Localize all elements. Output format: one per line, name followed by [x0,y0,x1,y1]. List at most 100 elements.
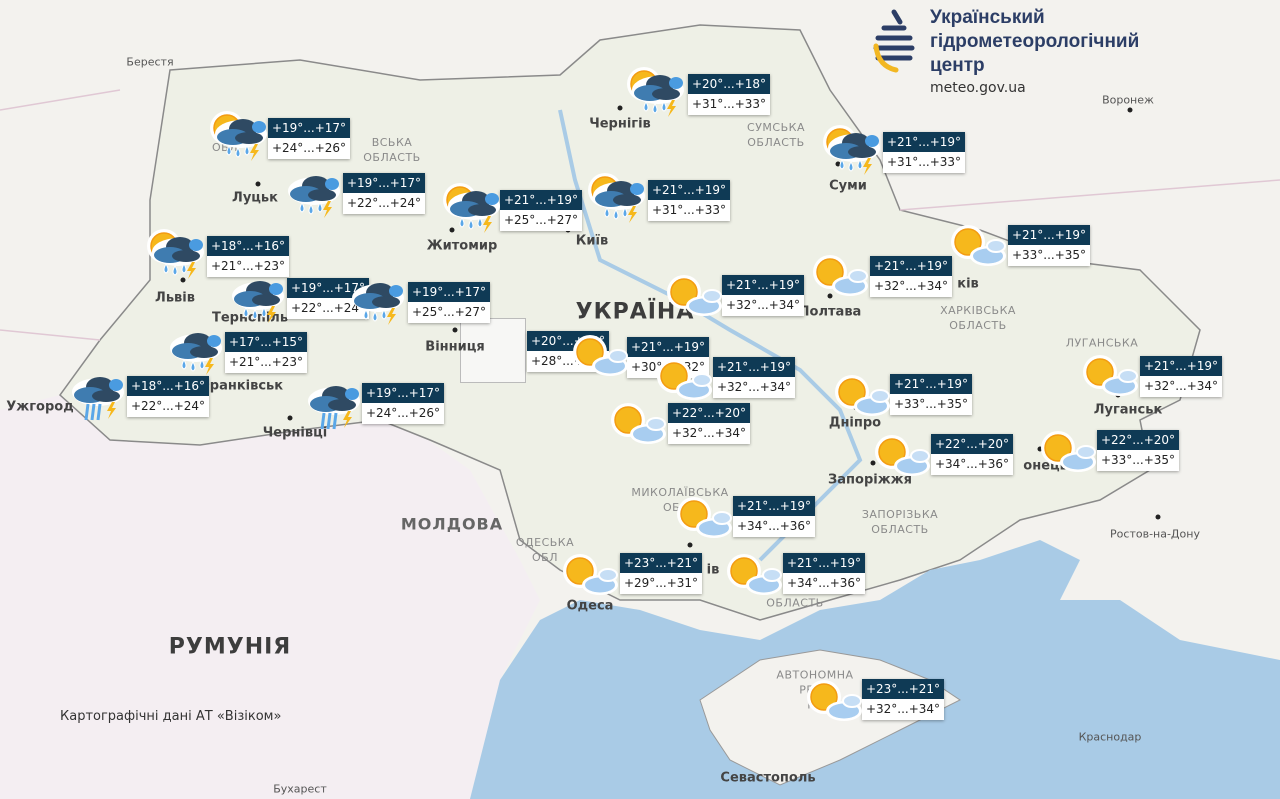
cloud-rain-thunder-icon[interactable] [160,322,224,378]
day-temperature: +29°...+31° [620,573,702,594]
forecast-label[interactable]: +21°...+19° +31°...+33° [883,132,965,173]
city-label[interactable]: Чернігів [589,116,651,132]
city-label[interactable]: Вінниця [425,339,485,355]
forecast-label[interactable]: +19°...+17° +24°...+26° [362,383,444,424]
night-temperature: +22°...+20° [1097,430,1179,450]
sun-cloud-icon[interactable] [802,677,866,733]
forecast-label[interactable]: +21°...+19° +34°...+36° [783,553,865,594]
city-label[interactable]: Львів [155,290,195,306]
night-temperature: +21°...+19° [627,337,709,357]
city-label[interactable]: Дніпро [828,415,882,431]
sun-cloud-icon[interactable] [558,551,622,607]
storm-cloud-icon [828,133,880,162]
forecast-label[interactable]: +19°...+17° +25°...+27° [408,282,490,323]
night-temperature: +21°...+19° [783,553,865,573]
sun-cloud-icon[interactable] [722,551,786,607]
city-label[interactable]: Суми [829,178,867,194]
forecast-label[interactable]: +17°...+15° +21°...+23° [225,332,307,373]
sun-cloud-icon[interactable] [1036,428,1100,484]
city-label[interactable]: Луцьк [232,190,278,206]
light-cloud-icon [970,239,1006,266]
city-label[interactable]: Київ [575,233,609,249]
cloud-heavy-rain-thunder-icon[interactable] [62,366,126,422]
logo-url[interactable]: meteo.gov.ua [930,80,1026,96]
day-temperature: +31°...+33° [883,152,965,173]
hydromet-logo[interactable]: Український гідрометеорологічний центр m… [870,6,1139,96]
sun-cloud-icon[interactable] [830,372,894,428]
forecast-label[interactable]: +23°...+21° +32°...+34° [862,679,944,720]
forecast-label[interactable]: +21°...+19° +34°...+36° [733,496,815,537]
sun-cloud-icon[interactable] [672,494,736,550]
city-label[interactable]: Франківськ [196,378,284,394]
sun-cloud-rain-thunder-icon[interactable] [142,226,206,282]
forecast-label[interactable]: +22°...+20° +32°...+34° [668,403,750,444]
sun-cloud-icon[interactable] [606,400,670,456]
rain-icon [226,144,250,158]
city-label[interactable]: ів [706,562,720,578]
storm-cloud-icon [170,333,222,362]
sun-cloud-icon[interactable] [662,272,726,328]
forecast-label[interactable]: +22°...+20° +34°...+36° [931,434,1013,475]
city-label[interactable]: Запоріжжя [828,472,912,488]
night-temperature: +21°...+19° [890,374,972,394]
night-temperature: +21°...+19° [713,357,795,377]
forecast-label[interactable]: +21°...+19° +33°...+35° [890,374,972,415]
sun-cloud-icon[interactable] [652,356,716,412]
city-label[interactable]: Луганськ [1093,402,1163,418]
country-label: МОЛДОВА [400,514,504,534]
storm-cloud-icon [72,377,124,406]
light-cloud-icon [582,568,618,595]
cloud-rain-thunder-icon[interactable] [222,270,286,326]
city-label[interactable]: Берестя [126,55,174,69]
forecast-label[interactable]: +21°...+19° +31°...+33° [648,180,730,221]
sun-cloud-icon[interactable] [946,222,1010,278]
city-label[interactable]: Воронеж [1102,93,1154,107]
city-label[interactable]: ків [957,276,979,292]
forecast-label[interactable]: +21°...+19° +32°...+34° [722,275,804,316]
forecast-label[interactable]: +18°...+16° +21°...+23° [207,236,289,277]
forecast-label[interactable]: +19°...+17° +24°...+26° [268,118,350,159]
city-label[interactable]: Житомир [426,238,498,254]
storm-cloud-icon [152,237,204,266]
city-label[interactable]: Одеса [566,598,614,614]
sun-cloud-icon[interactable] [568,332,632,388]
forecast-label[interactable]: +22°...+20° +33°...+35° [1097,430,1179,471]
sun-cloud-rain-thunder-icon[interactable] [583,170,647,226]
city-label[interactable]: Чернівці [262,425,328,441]
night-temperature: +20°...+18° [688,74,770,94]
city-label[interactable]: Ужгород [6,399,74,415]
city-label[interactable]: Полтава [798,304,862,320]
city-label[interactable]: Севастополь [720,770,816,786]
cloud-rain-thunder-icon[interactable] [278,165,342,221]
sun-cloud-icon[interactable] [870,432,934,488]
forecast-label[interactable]: +23°...+21° +29°...+31° [620,553,702,594]
city-label[interactable]: Краснодар [1078,730,1142,744]
sun-icon [813,255,847,289]
region-label: ХАРКІВСЬКА ОБЛАСТЬ [940,304,1016,332]
forecast-label[interactable]: +19°...+17° +22°...+24° [343,173,425,214]
sun-cloud-icon[interactable] [1078,352,1142,408]
cloud-rain-thunder-icon[interactable] [342,272,406,328]
forecast-label[interactable]: +21°...+19° +32°...+34° [870,256,952,297]
sun-cloud-rain-thunder-icon[interactable] [438,180,502,236]
sun-cloud-rain-thunder-icon[interactable] [205,108,269,164]
lightning-icon [483,216,492,233]
lightning-icon [667,100,676,117]
forecast-label[interactable]: +20°...+18° +31°...+33° [688,74,770,115]
forecast-label[interactable]: +21°...+19° +32°...+34° [713,357,795,398]
sun-cloud-icon[interactable] [808,252,872,308]
forecast-label[interactable]: +18°...+16° +22°...+24° [127,376,209,417]
storm-cloud-icon [593,181,645,210]
sun-cloud-rain-thunder-icon[interactable] [818,122,882,178]
forecast-label[interactable]: +21°...+19° +32°...+34° [1140,356,1222,397]
forecast-label[interactable]: +21°...+19° +33°...+35° [1008,225,1090,266]
forecast-label[interactable]: +19°...+17° +22°...+24° [287,278,369,319]
day-temperature: +32°...+34° [722,295,804,316]
city-label[interactable]: Бухарест [273,782,327,796]
city-label[interactable]: Ростов-на-Дону [1110,527,1200,541]
cloud-heavy-rain-thunder-icon[interactable] [298,375,362,431]
day-temperature: +22°...+24° [127,396,209,417]
sun-cloud-rain-thunder-icon[interactable] [622,64,686,120]
forecast-label[interactable]: +21°...+19° +25°...+27° [500,190,582,231]
rain-icon [363,308,387,322]
